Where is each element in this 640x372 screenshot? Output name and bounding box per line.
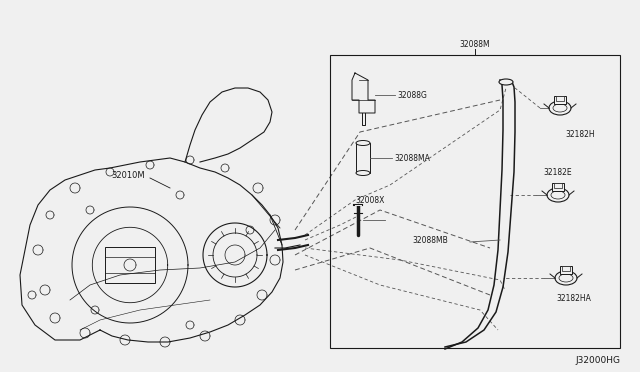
Text: 32088G: 32088G [397,90,427,99]
Text: 32182H: 32182H [565,130,595,139]
Text: 32008X: 32008X [355,196,385,205]
Text: 32088MA: 32088MA [394,154,430,163]
Text: J32000HG: J32000HG [575,356,620,365]
Bar [552,183,564,191]
Bar [554,96,566,104]
Ellipse shape [356,141,370,145]
Bar [560,266,572,274]
Bar [556,96,564,101]
Text: 32088MB: 32088MB [412,235,448,244]
Bar [356,143,370,173]
Text: 32182HA: 32182HA [556,294,591,303]
Text: 32088M: 32088M [460,39,490,48]
Bar [554,183,562,188]
Bar [105,247,155,283]
Bar [562,266,570,271]
Text: 32182E: 32182E [543,168,572,177]
Bar [330,55,620,348]
Text: 32010M: 32010M [111,170,145,180]
Ellipse shape [499,79,513,85]
Ellipse shape [356,170,370,176]
